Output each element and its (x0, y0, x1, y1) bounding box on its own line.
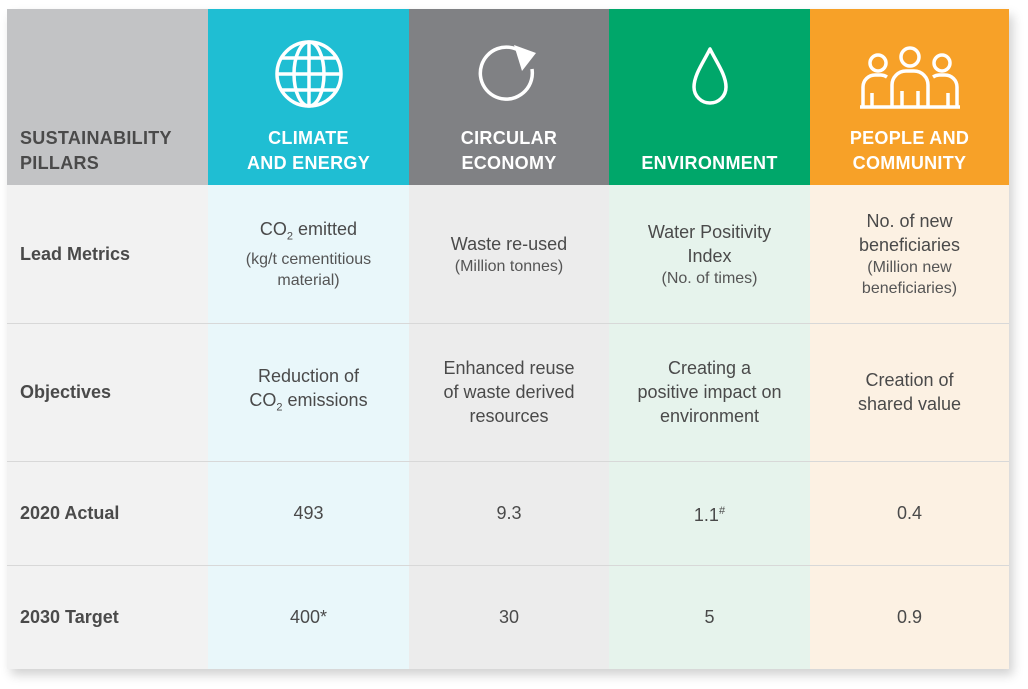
people-2030-target: 0.9 (896, 607, 923, 627)
circular-2020-actual: 9.3 (496, 503, 522, 523)
sustainability-pillars-table: SUSTAINABILITY PILLARS Lead Metrics Obje… (7, 9, 1009, 669)
circular-2030-target: 30 (498, 607, 520, 627)
circular-column: CIRCULAR ECONOMY Waste re-used (Million … (409, 9, 609, 669)
row-label-2020-actual: 2020 Actual (20, 503, 120, 523)
people-objective: Creation of shared value (857, 370, 962, 414)
climate-objective: Reduction of CO2 emissions (249, 366, 368, 414)
circular-objective: Enhanced reuse of waste derived resource… (443, 358, 575, 426)
people-icon (859, 46, 960, 109)
circular-lead-metric: Waste re-used (Million tonnes) (450, 233, 568, 275)
header-environment-title: ENVIRONMENT (641, 153, 778, 173)
climate-lead-metric: CO2 emitted (kg/t cementitious material) (245, 219, 372, 289)
recycle-arrow-icon (478, 45, 536, 101)
header-label-cell: SUSTAINABILITY PILLARS (7, 9, 208, 185)
water-drop-icon (691, 47, 728, 105)
header-circular-title: CIRCULAR ECONOMY (460, 128, 558, 173)
label-column: SUSTAINABILITY PILLARS Lead Metrics Obje… (7, 9, 208, 669)
header-circular-economy: CIRCULAR ECONOMY (409, 9, 609, 185)
header-environment: ENVIRONMENT (609, 9, 810, 185)
climate-column: CLIMATE AND ENERGY CO2 emitted (kg/t cem… (208, 9, 409, 669)
row-label-objectives: Objectives (20, 382, 112, 402)
environment-2020-actual: 1.1# (693, 505, 726, 525)
row-label-lead-metrics: Lead Metrics (20, 244, 131, 264)
environment-column: ENVIRONMENT Water Positivity Index (No. … (609, 9, 810, 669)
globe-icon (274, 40, 343, 108)
header-people-and-community: PEOPLE AND COMMUNITY (810, 9, 1009, 185)
climate-2020-actual: 493 (293, 503, 324, 523)
row-label-2030-target: 2030 Target (20, 607, 119, 627)
header-label: SUSTAINABILITY PILLARS (20, 128, 172, 173)
people-column: PEOPLE AND COMMUNITY No. of new benefici… (810, 9, 1009, 669)
people-lead-metric: No. of new beneficiaries (Million new be… (858, 211, 961, 297)
header-climate-and-energy: CLIMATE AND ENERGY (208, 9, 409, 185)
environment-2030-target: 5 (704, 607, 715, 627)
header-climate-title: CLIMATE AND ENERGY (246, 128, 370, 173)
people-2020-actual: 0.4 (896, 503, 923, 523)
environment-objective: Creating a positive impact on environmen… (637, 358, 782, 426)
climate-2030-target: 400* (289, 607, 328, 627)
environment-lead-metric: Water Positivity Index (No. of times) (647, 221, 772, 287)
header-people-title: PEOPLE AND COMMUNITY (849, 128, 970, 173)
